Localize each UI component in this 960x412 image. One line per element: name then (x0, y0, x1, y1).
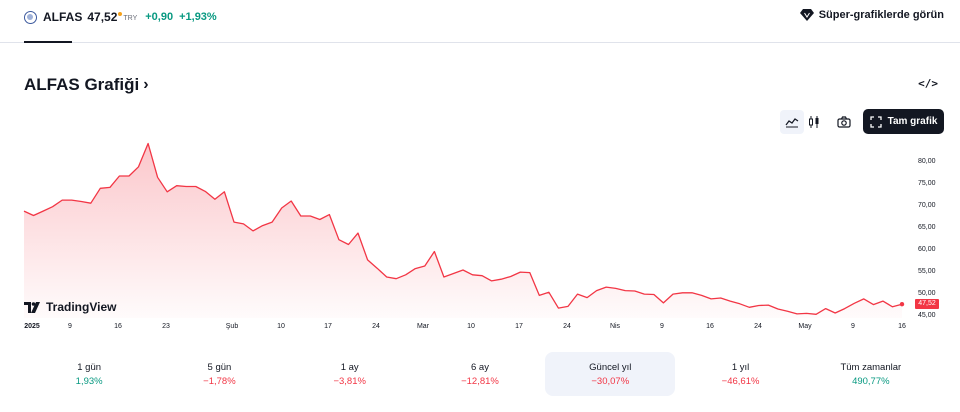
area-chart-icon (785, 118, 799, 128)
tradingview-logo[interactable]: TradingView (24, 300, 116, 314)
symbol-price: 47,52 (87, 10, 118, 24)
period-button[interactable]: Tüm zamanlar 490,77% (806, 352, 936, 396)
period-button[interactable]: 1 yıl −46,61% (675, 352, 805, 396)
chevron-right-icon: › (143, 76, 149, 93)
period-label: 6 ay (471, 361, 489, 373)
period-label: 1 gün (77, 361, 102, 373)
period-button[interactable]: Güncel yıl −30,07% (545, 352, 676, 396)
time-axis-tick: 2025 (24, 323, 40, 330)
tab-active-indicator (24, 41, 72, 43)
period-change: −30,07% (591, 375, 630, 387)
period-label: 1 ay (340, 361, 359, 373)
symbol-logo-icon (24, 10, 37, 24)
candles-button[interactable] (802, 110, 826, 134)
tradingview-logo-text: TradingView (46, 300, 117, 314)
diamond-icon (799, 9, 814, 21)
time-axis-tick: 24 (372, 323, 380, 330)
time-axis-tick: 9 (68, 323, 72, 330)
period-change: −12,81% (461, 375, 499, 387)
period-label: Tüm zamanlar (840, 361, 902, 373)
period-change: −46,61% (721, 375, 760, 387)
embed-code-button[interactable]: </> (918, 77, 938, 90)
time-axis-tick: Şub (225, 323, 239, 330)
time-axis-tick: 10 (467, 323, 475, 330)
period-button[interactable]: 1 ay −3,81% (285, 352, 415, 396)
price-axis-tick: 70,00 (918, 201, 936, 209)
fullscreen-icon (869, 115, 882, 128)
time-axis-tick: 17 (324, 323, 332, 330)
tabs-divider (0, 42, 960, 43)
chart-title[interactable]: ALFAS Grafiği › (24, 75, 149, 95)
price-axis-tick: 55,00 (918, 267, 936, 275)
time-axis-tick: May (798, 323, 812, 330)
chart-title-text: ALFAS Grafiği (24, 75, 140, 94)
full-chart-label: Tam grafik (887, 116, 938, 127)
symbol-header: ALFAS 47,52 TRY +0,90 +1,93% (0, 0, 960, 34)
price-axis-tick: 50,00 (918, 289, 936, 297)
candles-icon (809, 116, 819, 128)
last-price-dot (899, 301, 905, 307)
price-chart[interactable] (0, 140, 960, 340)
period-button[interactable]: 5 gün −1,78% (154, 352, 284, 396)
price-axis-tick: 45,00 (918, 311, 936, 319)
price-axis-tick: 80,00 (918, 157, 936, 165)
area-chart-button[interactable] (780, 110, 804, 134)
market-status-dot-icon (118, 11, 123, 16)
price-line (23, 142, 903, 315)
time-axis-tick: 24 (563, 323, 571, 330)
period-change: 490,77% (852, 375, 890, 387)
last-price-tag: 47,52 (915, 299, 939, 310)
time-axis-tick: 16 (706, 323, 714, 330)
time-axis-tick: 10 (277, 323, 285, 330)
price-axis-tick: 65,00 (918, 223, 936, 231)
time-axis-tick: 17 (515, 323, 523, 330)
camera-icon (837, 116, 851, 128)
snapshot-button[interactable] (832, 110, 856, 134)
time-axis-tick: Nis (609, 323, 621, 330)
time-axis-tick: 9 (660, 323, 664, 330)
period-change: 1,93% (75, 375, 103, 387)
supercharts-link[interactable]: Süper-grafiklerde görün (799, 9, 944, 21)
period-label: Güncel yıl (589, 361, 632, 373)
period-label: 5 gün (207, 361, 232, 373)
period-button[interactable]: 1 gün 1,93% (24, 352, 154, 396)
period-change: −3,81% (333, 375, 366, 387)
period-change: −1,78% (203, 375, 236, 387)
price-axis-tick: 60,00 (918, 245, 936, 253)
price-area (24, 143, 902, 318)
time-axis-tick: 23 (162, 323, 170, 330)
period-label: 1 yıl (731, 361, 750, 373)
time-axis-tick: 9 (851, 323, 855, 330)
price-change: +0,90 (145, 11, 174, 23)
period-selector: 1 gün 1,93% 5 gün −1,78% 1 ay −3,81% 6 ay −12,8… (24, 352, 936, 396)
time-axis-tick: Mar (416, 323, 430, 330)
time-axis-tick: 16 (898, 323, 906, 330)
period-button[interactable]: 6 ay −12,81% (415, 352, 545, 396)
supercharts-link-label: Süper-grafiklerde görün (818, 9, 944, 21)
price-change-percent: +1,93% (179, 11, 217, 23)
full-chart-button[interactable]: Tam grafik (863, 109, 944, 134)
symbol-name[interactable]: ALFAS (43, 10, 83, 24)
tradingview-logo-icon (24, 301, 40, 313)
currency-label: TRY (123, 15, 138, 22)
time-axis-tick: 16 (114, 323, 122, 330)
time-axis-tick: 24 (754, 323, 762, 330)
price-axis-tick: 75,00 (918, 179, 936, 187)
